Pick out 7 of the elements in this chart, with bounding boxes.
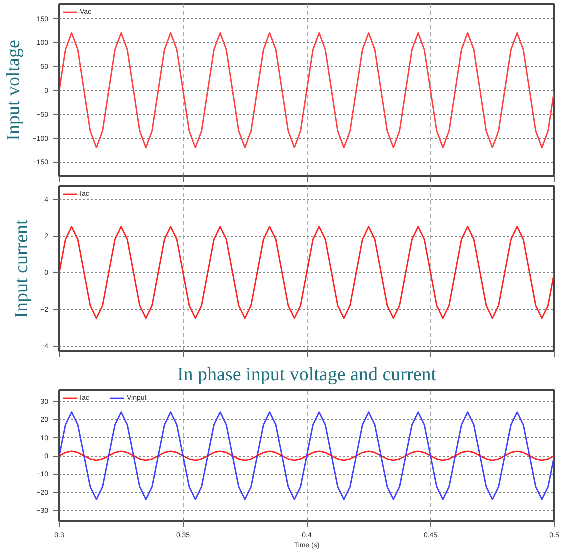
- line-series: [60, 450, 554, 462]
- line-series: [60, 412, 554, 500]
- y-axis-title: Input current: [12, 218, 33, 318]
- y-axis-title: Input voltage: [4, 40, 25, 141]
- line-series: [60, 226, 554, 320]
- chart-title: In phase input voltage and current: [177, 364, 438, 386]
- line-series: [60, 32, 554, 149]
